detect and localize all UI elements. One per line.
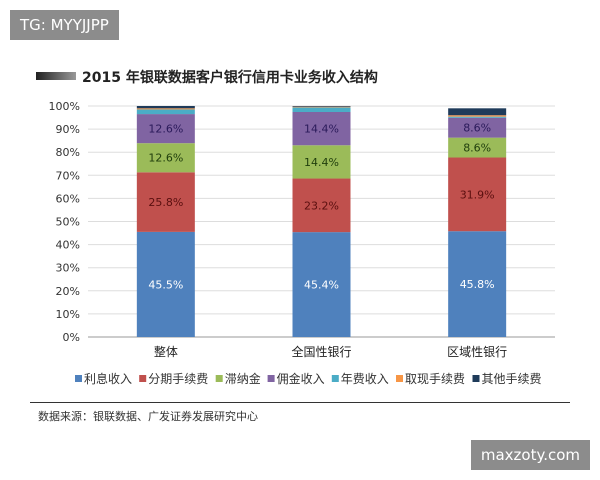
- bar-segment: [136, 143, 195, 173]
- data-label: 25.8%: [148, 196, 183, 209]
- bar-segment: [292, 232, 351, 337]
- x-tick-label: 整体: [154, 344, 178, 359]
- bar-segment: [292, 107, 351, 113]
- bar-segment: [448, 157, 507, 232]
- bar-segment: [136, 114, 195, 144]
- legend-swatch: [139, 375, 147, 382]
- data-label: 8.6%: [463, 142, 491, 155]
- data-label: 14.4%: [304, 123, 339, 136]
- legend-label: 滞纳金: [225, 371, 261, 386]
- legend-swatch: [331, 375, 339, 382]
- bar-segment: [292, 106, 351, 107]
- bar-segment: [136, 172, 195, 232]
- divider: [30, 402, 570, 403]
- bar-segment: [448, 137, 507, 158]
- legend-label: 佣金收入: [277, 371, 325, 386]
- bar-segment: [448, 117, 507, 138]
- data-label: 45.5%: [148, 278, 183, 291]
- chart-title: 2015 年银联数据客户银行信用卡业务收入结构: [82, 70, 378, 86]
- bar-segment: [448, 116, 507, 118]
- x-tick-label: 全国性银行: [291, 344, 351, 359]
- watermark-bottom: maxzoty.com: [470, 440, 590, 470]
- y-tick-label: 0%: [63, 331, 80, 344]
- y-tick-label: 70%: [56, 169, 80, 182]
- bar-segment: [292, 112, 351, 146]
- y-tick-label: 50%: [56, 216, 80, 229]
- watermark-top: TG: MYYJJPP: [10, 10, 119, 40]
- title-marker: [36, 72, 76, 80]
- legend-swatch: [75, 375, 82, 382]
- x-tick-label: 区域性银行: [447, 345, 507, 359]
- bar-segment: [136, 106, 195, 109]
- data-label: 31.9%: [460, 188, 495, 201]
- legend-swatch: [267, 375, 275, 382]
- data-label: 12.6%: [148, 152, 183, 165]
- bar-segment: [448, 115, 507, 117]
- bar-segment: [448, 108, 507, 116]
- y-tick-label: 40%: [56, 239, 80, 252]
- y-tick-label: 30%: [56, 262, 80, 275]
- bar-segment: [136, 109, 195, 115]
- legend-label: 取现手续费: [405, 372, 465, 386]
- source-note: 数据来源：银联数据、广发证券发展研究中心: [38, 410, 258, 423]
- y-tick-label: 80%: [56, 146, 80, 159]
- data-label: 45.8%: [460, 278, 495, 291]
- y-tick-label: 20%: [56, 285, 80, 298]
- legend-label: 利息收入: [84, 371, 132, 386]
- bar-segment: [292, 178, 351, 233]
- bar-segment: [136, 231, 195, 337]
- bar-segment: [292, 145, 351, 179]
- data-label: 45.4%: [304, 279, 339, 292]
- data-label: 14.4%: [304, 156, 339, 169]
- legend-swatch: [472, 375, 480, 382]
- bar-segment: [292, 106, 351, 108]
- data-label: 12.6%: [148, 123, 183, 136]
- legend-label: 分期手续费: [148, 372, 208, 386]
- legend-label: 其他手续费: [482, 372, 542, 386]
- bar-segment: [448, 231, 507, 337]
- legend-label: 年费收入: [341, 372, 389, 386]
- legend-swatch: [215, 375, 223, 382]
- legend-swatch: [396, 375, 403, 382]
- data-label: 8.6%: [463, 122, 491, 135]
- bar-segment: [136, 108, 195, 110]
- y-tick-label: 10%: [56, 308, 80, 321]
- y-tick-label: 90%: [56, 123, 80, 136]
- y-tick-label: 60%: [56, 192, 80, 205]
- data-label: 23.2%: [304, 199, 339, 212]
- y-tick-label: 100%: [49, 100, 80, 113]
